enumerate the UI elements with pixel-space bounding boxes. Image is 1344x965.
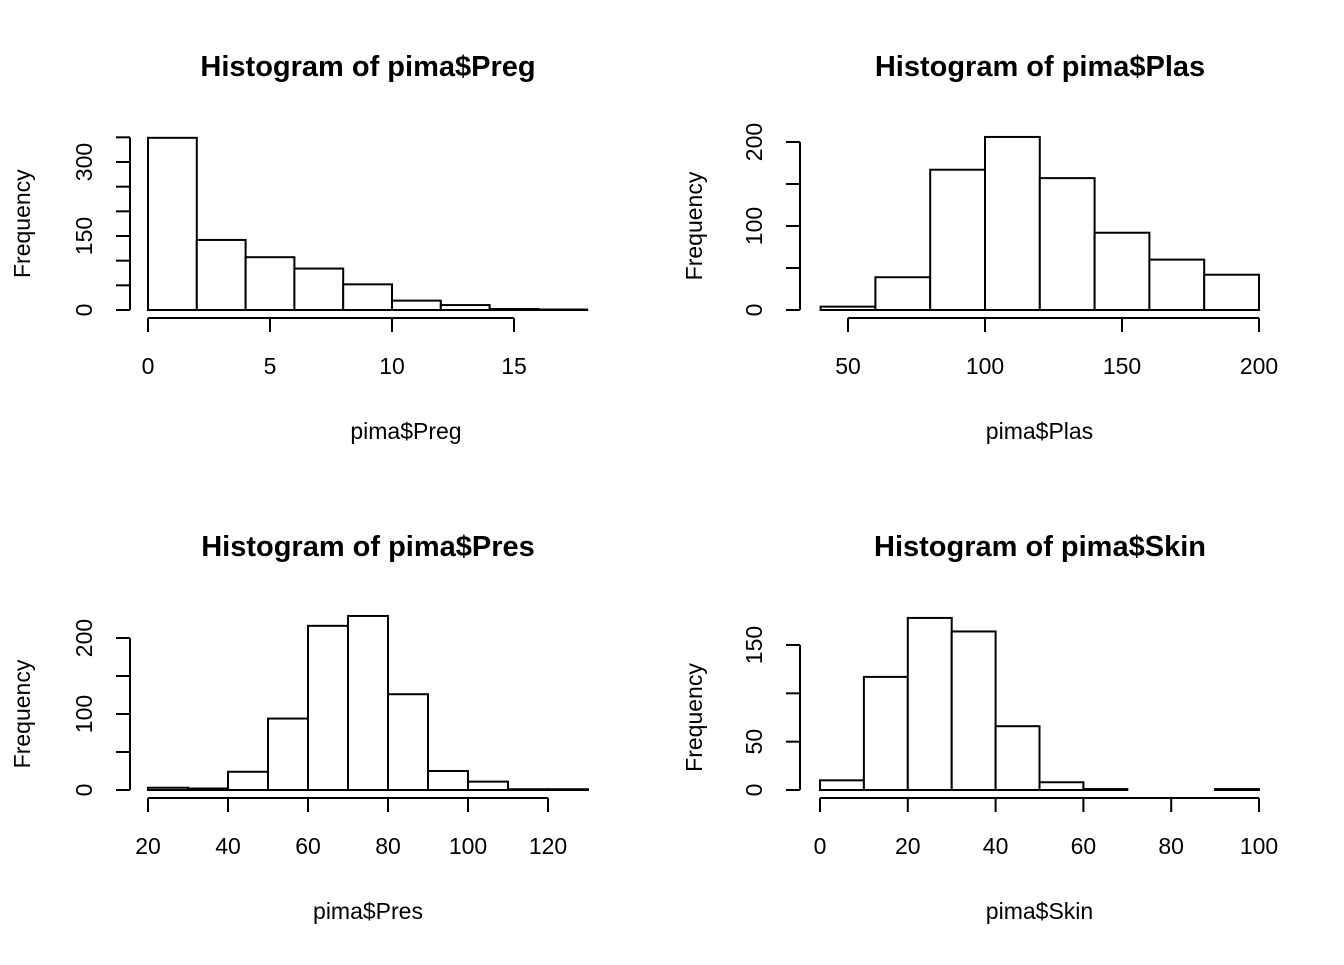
y-tick-label: 300: [71, 143, 97, 181]
y-tick-label: 0: [71, 304, 97, 317]
y-tick-label: 100: [71, 695, 97, 733]
histogram-bar: [930, 170, 985, 310]
histogram-bar: [1149, 260, 1204, 310]
y-tick-label: 0: [71, 784, 97, 797]
y-axis-label: Frequency: [9, 169, 35, 278]
y-tick-label: 100: [741, 207, 767, 245]
x-tick-label: 100: [966, 353, 1004, 379]
y-axis-label: Frequency: [681, 663, 707, 772]
histogram-panel-2: Histogram of pima$Plas 50 100 150 200 0 100 200…: [681, 51, 1278, 444]
chart-title: Histogram of pima$Preg: [200, 51, 535, 83]
x-tick-label: 60: [295, 833, 321, 859]
x-tick-label: 60: [1071, 833, 1097, 859]
x-axis-label: pima$Skin: [986, 898, 1093, 924]
histogram-bar: [228, 772, 268, 790]
histogram-bar: [1204, 275, 1259, 310]
y-tick-label: 150: [741, 626, 767, 664]
histogram-panel-4: Histogram of pima$Skin 0 20 40 60 80 100 0 50 150…: [681, 531, 1278, 924]
x-tick-label: 100: [449, 833, 487, 859]
x-tick-label: 80: [1158, 833, 1184, 859]
chart-title: Histogram of pima$Pres: [201, 531, 535, 563]
histogram-bar: [1095, 233, 1150, 310]
histogram-bar: [148, 788, 188, 790]
histogram-bar: [388, 694, 428, 790]
y-axis-label: Frequency: [9, 659, 35, 768]
x-tick-label: 20: [895, 833, 921, 859]
histogram-bar: [875, 277, 930, 310]
histogram-bar: [490, 309, 539, 310]
x-tick-label: 0: [142, 353, 155, 379]
x-axis-label: pima$Plas: [986, 418, 1093, 444]
x-tick-label: 200: [1240, 353, 1278, 379]
histogram-bar: [952, 631, 996, 790]
histogram-bar: [821, 307, 876, 310]
histogram-bar: [1215, 789, 1259, 790]
histogram-bar: [308, 626, 348, 790]
histogram-bar: [468, 782, 508, 790]
histogram-bar: [985, 137, 1040, 310]
y-tick-label: 0: [741, 304, 767, 317]
y-tick-label: 200: [741, 123, 767, 161]
histogram-bar: [864, 677, 908, 790]
y-tick-label: 50: [741, 729, 767, 755]
histogram-bar: [268, 719, 308, 790]
x-tick-label: 40: [983, 833, 1009, 859]
histogram-bar: [1040, 782, 1084, 790]
y-tick-label: 0: [741, 784, 767, 797]
histogram-bar: [548, 789, 588, 790]
histogram-bar: [197, 240, 246, 310]
x-tick-label: 0: [814, 833, 827, 859]
histogram-panel-3: Histogram of pima$Pres 20 40 60 80 100 120 0 100…: [9, 531, 588, 924]
y-tick-label: 200: [71, 619, 97, 657]
x-tick-label: 20: [135, 833, 161, 859]
histogram-bar: [148, 138, 197, 310]
x-tick-label: 50: [835, 353, 861, 379]
histogram-bar: [1083, 789, 1127, 790]
chart-title: Histogram of pima$Plas: [875, 51, 1205, 83]
histogram-bar: [348, 616, 388, 790]
histogram-bar: [1040, 178, 1095, 310]
histogram-bar: [343, 284, 392, 310]
x-axis-label: pima$Preg: [350, 418, 461, 444]
y-tick-label: 150: [71, 217, 97, 255]
histogram-bar: [188, 788, 228, 790]
histogram-bar: [428, 771, 468, 790]
histogram-bar: [996, 726, 1040, 790]
histogram-bar: [820, 780, 864, 790]
x-tick-label: 10: [379, 353, 405, 379]
histogram-bar: [246, 257, 295, 310]
histogram-bar: [508, 789, 548, 790]
x-axis-label: pima$Pres: [313, 898, 423, 924]
histogram-bar: [441, 305, 490, 310]
histogram-bar: [294, 269, 343, 310]
x-tick-label: 15: [501, 353, 527, 379]
histogram-bar: [392, 301, 441, 310]
x-tick-label: 150: [1103, 353, 1141, 379]
histogram-bar: [908, 618, 952, 790]
chart-title: Histogram of pima$Skin: [874, 531, 1206, 563]
y-axis-label: Frequency: [681, 171, 707, 280]
x-tick-label: 40: [215, 833, 241, 859]
x-tick-label: 5: [264, 353, 277, 379]
x-tick-label: 100: [1240, 833, 1278, 859]
x-tick-label: 80: [375, 833, 401, 859]
x-tick-label: 120: [529, 833, 567, 859]
